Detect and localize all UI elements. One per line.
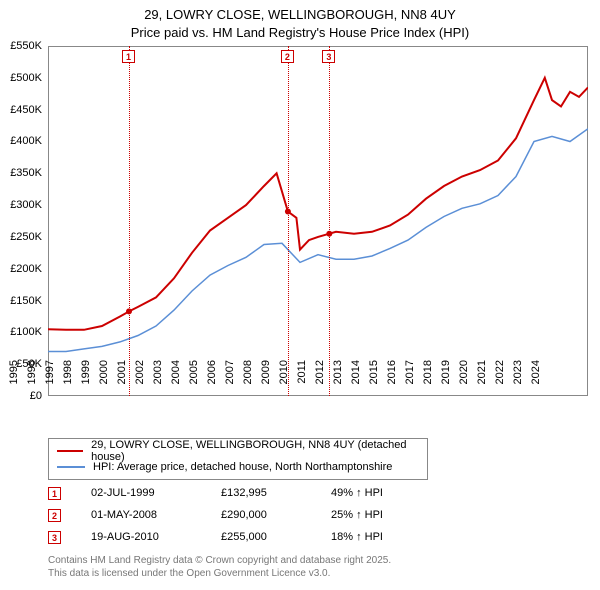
y-tick-label: £250K	[10, 231, 42, 243]
x-tick-label: 2004	[170, 360, 182, 400]
sale-date: 02-JUL-1999	[91, 487, 221, 499]
x-tick-label: 1995	[8, 360, 20, 400]
sales-table: 1 02-JUL-1999 £132,995 49% ↑ HPI 2 01-MA…	[48, 482, 441, 548]
sale-pct: 25% ↑ HPI	[331, 509, 441, 521]
y-tick-label: £300K	[10, 199, 42, 211]
legend-label: 29, LOWRY CLOSE, WELLINGBOROUGH, NN8 4UY…	[91, 439, 419, 463]
legend-label: HPI: Average price, detached house, Nort…	[93, 461, 392, 473]
legend-swatch-hpi	[57, 466, 85, 468]
chart-area: £0£50K£100K£150K£200K£250K£300K£350K£400…	[48, 46, 588, 396]
title-line-1: 29, LOWRY CLOSE, WELLINGBOROUGH, NN8 4UY	[0, 6, 600, 24]
x-tick-label: 1996	[26, 360, 38, 400]
footer: Contains HM Land Registry data © Crown c…	[48, 554, 391, 580]
title-line-2: Price paid vs. HM Land Registry's House …	[0, 24, 600, 42]
sale-marker-box: 3	[322, 50, 335, 63]
sale-marker-box: 2	[281, 50, 294, 63]
x-tick-label: 1998	[62, 360, 74, 400]
x-tick-label: 2005	[188, 360, 200, 400]
sale-date: 19-AUG-2010	[91, 531, 221, 543]
x-tick-label: 2021	[476, 360, 488, 400]
x-tick-label: 2023	[512, 360, 524, 400]
footer-line-2: This data is licensed under the Open Gov…	[48, 567, 391, 580]
x-tick-label: 2007	[224, 360, 236, 400]
y-tick-label: £450K	[10, 104, 42, 116]
x-tick-label: 2019	[440, 360, 452, 400]
chart-title: 29, LOWRY CLOSE, WELLINGBOROUGH, NN8 4UY…	[0, 0, 600, 41]
x-tick-label: 2002	[134, 360, 146, 400]
sale-price: £132,995	[221, 487, 331, 499]
y-tick-label: £150K	[10, 295, 42, 307]
x-tick-label: 2022	[494, 360, 506, 400]
y-tick-label: £400K	[10, 135, 42, 147]
x-tick-label: 2012	[314, 360, 326, 400]
sale-marker-2: 2	[48, 509, 61, 522]
sale-price: £290,000	[221, 509, 331, 521]
sale-vline	[288, 46, 289, 396]
x-tick-label: 2014	[350, 360, 362, 400]
x-tick-label: 2008	[242, 360, 254, 400]
legend-swatch-property	[57, 450, 83, 452]
sale-date: 01-MAY-2008	[91, 509, 221, 521]
y-tick-label: £550K	[10, 40, 42, 52]
footer-line-1: Contains HM Land Registry data © Crown c…	[48, 554, 391, 567]
x-tick-label: 1999	[80, 360, 92, 400]
x-tick-label: 2018	[422, 360, 434, 400]
sales-row: 1 02-JUL-1999 £132,995 49% ↑ HPI	[48, 482, 441, 504]
chart-container: 29, LOWRY CLOSE, WELLINGBOROUGH, NN8 4UY…	[0, 0, 600, 590]
y-tick-label: £350K	[10, 167, 42, 179]
y-tick-label: £100K	[10, 326, 42, 338]
x-tick-label: 2013	[332, 360, 344, 400]
x-tick-label: 2001	[116, 360, 128, 400]
x-tick-label: 2009	[260, 360, 272, 400]
x-tick-label: 2020	[458, 360, 470, 400]
y-tick-label: £500K	[10, 72, 42, 84]
x-tick-label: 2015	[368, 360, 380, 400]
sale-vline	[329, 46, 330, 396]
sale-marker-3: 3	[48, 531, 61, 544]
sales-row: 3 19-AUG-2010 £255,000 18% ↑ HPI	[48, 526, 441, 548]
legend-item: HPI: Average price, detached house, Nort…	[57, 459, 419, 475]
sale-marker-1: 1	[48, 487, 61, 500]
sale-pct: 49% ↑ HPI	[331, 487, 441, 499]
legend: 29, LOWRY CLOSE, WELLINGBOROUGH, NN8 4UY…	[48, 438, 428, 480]
sale-vline	[129, 46, 130, 396]
x-tick-label: 2011	[296, 360, 308, 400]
sales-row: 2 01-MAY-2008 £290,000 25% ↑ HPI	[48, 504, 441, 526]
x-tick-label: 2006	[206, 360, 218, 400]
legend-item: 29, LOWRY CLOSE, WELLINGBOROUGH, NN8 4UY…	[57, 443, 419, 459]
sale-pct: 18% ↑ HPI	[331, 531, 441, 543]
x-tick-label: 2003	[152, 360, 164, 400]
x-tick-label: 1997	[44, 360, 56, 400]
sale-price: £255,000	[221, 531, 331, 543]
x-tick-label: 2024	[530, 360, 542, 400]
x-tick-label: 2017	[404, 360, 416, 400]
sale-marker-box: 1	[122, 50, 135, 63]
x-tick-label: 2016	[386, 360, 398, 400]
y-tick-label: £200K	[10, 263, 42, 275]
x-tick-label: 2000	[98, 360, 110, 400]
